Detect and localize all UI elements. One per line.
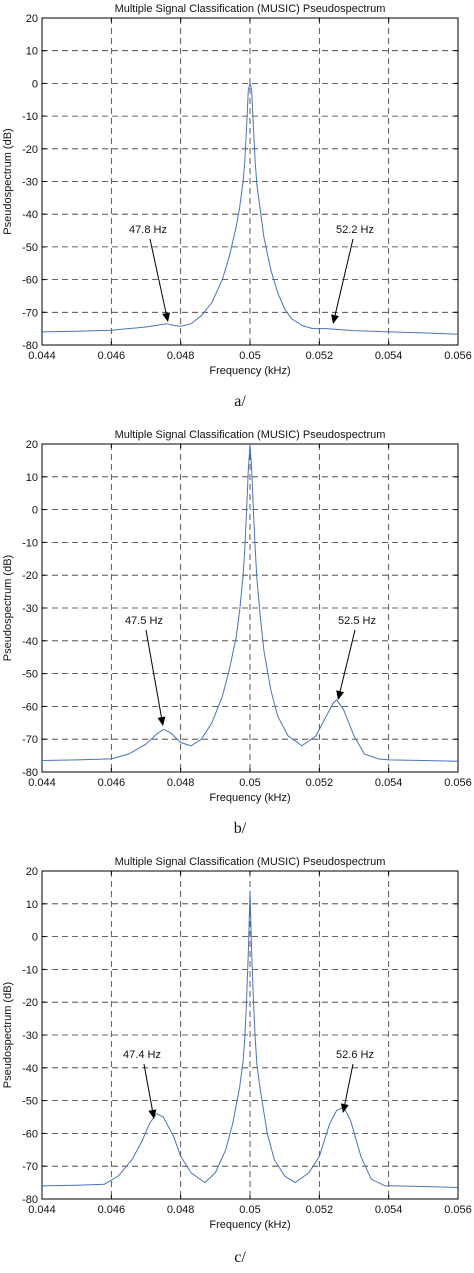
annotation-arrow: [143, 1063, 153, 1111]
y-tick-label: -80: [22, 1194, 38, 1206]
y-tick-label: -70: [22, 307, 38, 319]
y-tick-label: 20: [26, 439, 38, 451]
annotation-arrow: [344, 1063, 354, 1105]
y-axis-label: Pseudospectrum (dB): [2, 982, 14, 1088]
x-tick-label: 0.044: [28, 777, 56, 789]
x-tick-label: 0.054: [375, 1204, 403, 1216]
x-tick-label: 0.052: [306, 350, 334, 362]
x-tick-label: 0.044: [28, 350, 56, 362]
y-tick-label: 0: [32, 78, 38, 90]
y-tick-label: -50: [22, 1096, 38, 1108]
peak-annotation-label: 47.4 Hz: [123, 1049, 161, 1061]
annotation-arrowhead: [148, 1109, 157, 1119]
y-tick-label: 0: [32, 932, 38, 944]
y-tick-label: -80: [22, 767, 38, 779]
y-tick-label: -40: [22, 209, 38, 221]
y-tick-label: -10: [22, 537, 38, 549]
x-tick-label: 0.052: [306, 777, 334, 789]
x-tick-label: 0.056: [444, 350, 472, 362]
peak-annotation-label: 52.2 Hz: [336, 224, 374, 236]
annotation-arrowhead: [331, 314, 339, 324]
peak-annotation-label: 47.5 Hz: [125, 615, 163, 627]
peak-annotation-label: 52.5 Hz: [338, 615, 376, 627]
x-axis-label: Frequency (kHz): [209, 1219, 290, 1231]
y-tick-label: -10: [22, 111, 38, 123]
x-tick-label: 0.05: [239, 350, 260, 362]
y-tick-label: -80: [22, 340, 38, 352]
x-tick-label: 0.05: [239, 777, 260, 789]
annotation-arrow: [339, 629, 356, 692]
panel-caption: a/: [234, 393, 246, 410]
y-tick-label: -20: [22, 570, 38, 582]
x-tick-label: 0.054: [375, 777, 403, 789]
y-tick-label: -50: [22, 669, 38, 681]
panel-caption: c/: [234, 1249, 246, 1266]
x-tick-label: 0.046: [98, 350, 126, 362]
annotation-arrowhead: [157, 716, 166, 726]
peak-annotation-label: 52.6 Hz: [336, 1049, 374, 1061]
y-tick-label: -50: [22, 242, 38, 254]
x-tick-label: 0.048: [167, 777, 195, 789]
y-tick-label: 10: [26, 472, 38, 484]
y-tick-label: -20: [22, 144, 38, 156]
x-tick-label: 0.05: [239, 1204, 260, 1216]
annotation-arrowhead: [336, 690, 345, 700]
x-tick-label: 0.048: [167, 1204, 195, 1216]
y-tick-label: -40: [22, 1063, 38, 1075]
series-line: [41, 81, 459, 335]
chart-panel-1: Multiple Signal Classification (MUSIC) P…: [2, 3, 472, 410]
y-tick-label: -60: [22, 701, 38, 713]
y-tick-label: -30: [22, 1030, 38, 1042]
chart-title: Multiple Signal Classification (MUSIC) P…: [115, 429, 386, 441]
chart-title: Multiple Signal Classification (MUSIC) P…: [115, 856, 386, 868]
y-tick-label: 0: [32, 505, 38, 517]
series-line: [41, 443, 459, 762]
y-tick-label: 20: [26, 13, 38, 25]
x-tick-label: 0.052: [306, 1204, 334, 1216]
chart-panel-3: Multiple Signal Classification (MUSIC) P…: [2, 856, 472, 1266]
y-tick-label: -30: [22, 603, 38, 615]
y-axis-label: Pseudospectrum (dB): [2, 128, 14, 234]
annotation-arrow: [334, 238, 354, 316]
y-tick-label: 20: [26, 866, 38, 878]
annotation-arrowhead: [340, 1103, 349, 1113]
peak-annotation-label: 47.8 Hz: [129, 224, 167, 236]
chart-title: Multiple Signal Classification (MUSIC) P…: [115, 3, 386, 15]
y-tick-label: -70: [22, 1161, 38, 1173]
x-axis-label: Frequency (kHz): [209, 792, 290, 804]
y-tick-label: -70: [22, 734, 38, 746]
x-tick-label: 0.056: [444, 777, 472, 789]
x-axis-label: Frequency (kHz): [209, 365, 290, 377]
annotation-arrowhead: [162, 312, 171, 322]
x-tick-label: 0.056: [444, 1204, 472, 1216]
y-tick-label: 10: [26, 899, 38, 911]
y-tick-label: -20: [22, 997, 38, 1009]
y-tick-label: 10: [26, 46, 38, 58]
x-tick-label: 0.054: [375, 350, 403, 362]
y-tick-label: -60: [22, 1128, 38, 1140]
annotation-arrow: [145, 629, 162, 718]
y-tick-label: -40: [22, 636, 38, 648]
chart-panel-2: Multiple Signal Classification (MUSIC) P…: [2, 429, 472, 837]
x-tick-label: 0.044: [28, 1204, 56, 1216]
x-tick-label: 0.046: [98, 777, 126, 789]
x-tick-label: 0.046: [98, 1204, 126, 1216]
y-axis-label: Pseudospectrum (dB): [2, 555, 14, 661]
panel-caption: b/: [234, 820, 247, 837]
y-tick-label: -60: [22, 275, 38, 287]
y-tick-label: -10: [22, 964, 38, 976]
y-tick-label: -30: [22, 177, 38, 189]
x-tick-label: 0.048: [167, 350, 195, 362]
annotation-arrow: [149, 238, 167, 314]
